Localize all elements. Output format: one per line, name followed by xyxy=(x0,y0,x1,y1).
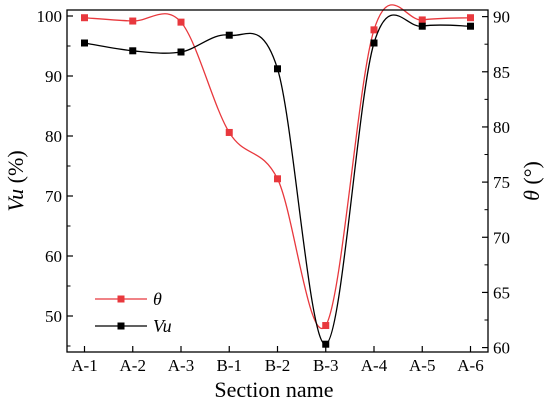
x-axis-title: Section name xyxy=(214,377,333,402)
data-point-theta xyxy=(370,26,378,34)
x-tick-label: B-2 xyxy=(265,356,291,375)
y-axis-right-title: θ (°) xyxy=(519,161,544,201)
data-point-vu xyxy=(81,39,88,47)
x-tick-label: B-1 xyxy=(217,356,243,375)
tick-labels: A-1 A-2 A-3 B-1 B-2 B-3 A-4 A-5 A-6 50 60 70 80 90 100… xyxy=(37,7,511,375)
y-right-tick-label: 75 xyxy=(493,173,510,192)
x-tick-label: A-4 xyxy=(361,356,388,375)
legend: θ Vu xyxy=(95,289,172,336)
y-right-tick-label: 65 xyxy=(493,283,510,302)
plot-lines xyxy=(81,4,474,348)
data-point-vu xyxy=(225,31,233,39)
data-point-vu xyxy=(129,47,137,55)
data-point-theta xyxy=(322,322,330,330)
series-line-theta xyxy=(84,4,471,330)
data-point-vu xyxy=(274,65,281,73)
y-left-tick-label: 50 xyxy=(45,307,62,326)
y-right-tick-label: 60 xyxy=(493,339,510,358)
data-point-vu xyxy=(418,22,426,30)
data-point-theta xyxy=(274,175,281,183)
y-axis-left-title: Vu (%) xyxy=(3,150,28,211)
x-tick-label: A-3 xyxy=(168,356,194,375)
y-right-tick-label: 85 xyxy=(493,63,510,82)
y-left-tick-label: 90 xyxy=(45,67,62,86)
data-point-theta xyxy=(225,128,233,136)
x-tick-label: B-3 xyxy=(313,356,339,375)
data-point-vu xyxy=(322,340,330,348)
series-line-vu xyxy=(84,14,471,345)
y-left-tick-label: 100 xyxy=(37,7,63,26)
data-point-theta xyxy=(129,17,137,25)
x-tick-label: A-5 xyxy=(409,356,435,375)
data-point-theta xyxy=(177,18,185,26)
x-tick-label: A-6 xyxy=(457,356,483,375)
data-point-theta xyxy=(467,14,474,22)
y-left-tick-label: 60 xyxy=(45,247,62,266)
y-right-tick-label: 70 xyxy=(493,228,510,247)
legend-vu-label: Vu xyxy=(153,316,172,336)
data-point-vu xyxy=(370,39,378,47)
data-point-theta xyxy=(81,14,88,22)
y-right-tick-label: 90 xyxy=(493,8,510,27)
data-point-theta xyxy=(418,16,426,24)
data-point-vu xyxy=(467,22,474,30)
ticks xyxy=(67,15,488,352)
x-tick-label: A-2 xyxy=(120,356,146,375)
y-left-tick-label: 80 xyxy=(45,127,62,146)
y-right-tick-label: 80 xyxy=(493,118,510,137)
legend-theta-label: θ xyxy=(153,289,162,309)
x-tick-label: A-1 xyxy=(71,356,97,375)
data-point-vu xyxy=(177,48,185,56)
legend-theta-marker xyxy=(117,295,125,303)
legend-vu-marker xyxy=(117,322,125,330)
y-left-tick-label: 70 xyxy=(45,187,62,206)
